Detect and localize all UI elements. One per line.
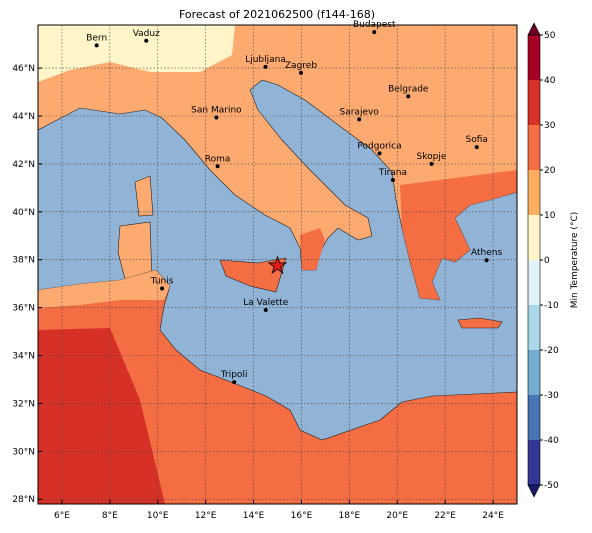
city-marker [357,117,362,122]
city-label: La Valette [243,298,288,308]
city-label: Skopje [417,152,447,162]
colorbar-tick-label: 0 [544,256,550,266]
city-marker [474,145,479,150]
colorbar-band [528,215,540,260]
city-marker [232,380,237,385]
city-label: Sofia [466,135,488,145]
greece-zone [400,170,517,300]
city-label: Vaduz [133,29,160,39]
colorbar-band [528,125,540,170]
colorbar-band [528,305,540,350]
colorbar-tick-label: 30 [544,121,556,131]
city-marker [390,177,395,182]
colorbar-over [527,22,541,36]
city-label: Zagreb [285,61,317,71]
colorbar-under [527,484,541,498]
y-tick-label: 44°N [12,112,35,122]
x-tick-label: 14°E [243,511,265,521]
city-label: Tunis [150,276,174,286]
colorbar-tick-label: -40 [544,436,559,446]
colorbar-label: Min Temperature (°C) [570,212,580,309]
x-tick-label: 18°E [339,511,361,521]
city-label: Athens [471,248,502,258]
city-label: Podgorica [357,141,401,151]
y-tick-label: 34°N [12,352,35,362]
colorbar-tick-label: 50 [544,31,556,41]
city-marker [406,94,411,99]
x-tick-label: 12°E [195,511,217,521]
city-label: Bern [86,33,107,43]
city-label: Belgrade [388,84,429,94]
colorbar-band [528,80,540,125]
city-label: San Marino [191,105,242,115]
title: Forecast of 2021062500 (f144-168) [179,8,375,21]
aegean [458,205,517,330]
corsica [134,175,154,217]
colorbar-tick-label: -10 [544,301,559,311]
colorbar-band [528,395,540,440]
y-tick-label: 32°N [12,399,35,409]
y-tick-label: 40°N [12,208,35,218]
coast-zone [38,270,170,308]
city-label: Tirana [378,168,407,178]
city-label: Sarajevo [340,107,380,117]
colorbar-band [528,170,540,215]
europe [38,25,517,301]
hot-zone [38,328,165,504]
y-tick-label: 36°N [12,304,35,314]
y-tick-label: 28°N [12,495,35,505]
city-marker [484,258,489,263]
colorbar-tick-label: 10 [544,211,556,221]
y-tick-label: 30°N [12,447,35,457]
map-frame [37,24,518,505]
y-tick-label: 42°N [12,160,35,170]
city-label: Ljubljana [245,55,286,65]
city-marker [298,70,303,75]
city-marker [372,30,377,35]
x-tick-label: 16°E [291,511,313,521]
city-marker [377,151,382,156]
star-marker [267,255,288,275]
city-marker [263,308,268,313]
y-tick-label: 46°N [12,64,35,74]
city-label: Budapest [353,20,396,30]
colorbar-tick-label: 20 [544,166,556,176]
colorbar-band [528,35,540,80]
colorbar-band [528,350,540,395]
city-marker [214,115,219,120]
x-tick-label: 8°E [102,511,118,521]
city-marker [263,64,268,69]
colorbar-band [528,440,540,485]
colorbar-tick-label: -20 [544,346,559,356]
x-tick-label: 10°E [147,511,169,521]
colorbar-band [528,260,540,305]
x-tick-label: 6°E [54,511,70,521]
city-label: Tripoli [220,370,248,380]
y-tick-label: 38°N [12,256,35,266]
alps-zone [38,25,235,82]
colorbar-tick-label: -30 [544,391,559,401]
x-tick-label: 22°E [434,511,456,521]
colorbar-tick-label: 40 [544,76,556,86]
city-marker [160,286,165,291]
x-tick-label: 20°E [386,511,408,521]
city-label: Roma [205,154,231,164]
city-marker [429,161,434,166]
city-marker [144,38,149,43]
x-tick-label: 24°E [482,511,504,521]
colorbar-tick-label: -50 [544,481,559,491]
crete [457,317,503,329]
city-marker [94,43,99,48]
sicily [219,257,287,293]
city-marker [215,164,220,169]
